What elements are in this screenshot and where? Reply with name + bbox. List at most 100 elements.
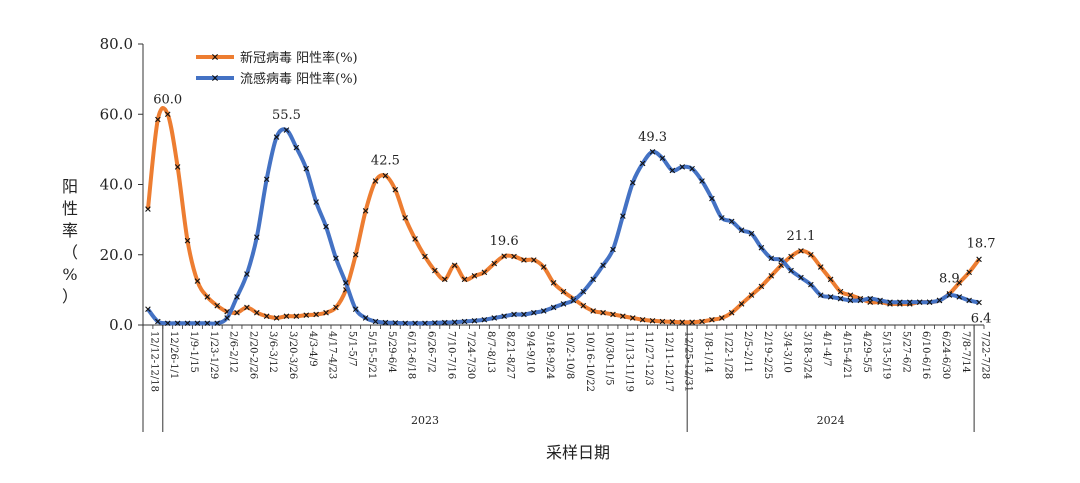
x-tick-label: 5/1-5/7 xyxy=(346,331,357,367)
data-point-marker xyxy=(184,237,191,244)
data-point-marker xyxy=(907,299,913,305)
x-tick-label: 5/27-6/2 xyxy=(900,331,911,373)
data-point-marker xyxy=(362,315,369,321)
data-point-marker xyxy=(570,297,577,304)
data-point-marker xyxy=(679,319,686,325)
data-point-marker xyxy=(768,273,775,279)
x-tick-label: 7/8-7/14 xyxy=(960,331,971,373)
data-point-marker xyxy=(689,319,695,325)
data-point-marker xyxy=(184,320,191,327)
data-point-marker xyxy=(748,292,755,298)
data-point-marker xyxy=(531,257,537,263)
x-axis-label: 采样日期 xyxy=(546,443,610,462)
data-point-marker xyxy=(432,320,438,326)
data-point-marker xyxy=(976,299,982,306)
y-tick-label: 20.0 xyxy=(100,246,133,264)
data-point-marker xyxy=(293,313,300,320)
x-tick-label: 3/6-3/12 xyxy=(267,331,278,373)
data-point-marker xyxy=(719,315,725,321)
data-point-marker xyxy=(966,297,972,304)
data-point-marker xyxy=(372,318,379,325)
data-point-marker xyxy=(244,304,250,311)
data-point-marker xyxy=(798,248,804,254)
data-point-marker xyxy=(313,199,319,205)
data-point-marker xyxy=(263,313,270,320)
x-tick-label: 10/30-11/5 xyxy=(604,331,615,386)
data-point-marker xyxy=(224,315,230,321)
data-point-marker xyxy=(204,320,211,327)
data-point-marker xyxy=(600,262,606,269)
x-tick-label: 11/27-12/3 xyxy=(643,331,654,386)
x-tick-label: 12/25-12/31 xyxy=(683,331,694,392)
data-point-marker xyxy=(155,116,161,123)
x-tick-label: 9/18-9/24 xyxy=(544,331,555,379)
data-point-marker xyxy=(798,274,804,281)
data-point-marker xyxy=(362,208,369,214)
data-point-marker xyxy=(273,134,280,140)
data-point-marker xyxy=(620,313,626,320)
x-tick-label: 4/15-4/21 xyxy=(841,331,852,379)
legend-marker xyxy=(212,54,218,60)
data-point-marker xyxy=(550,304,557,311)
data-point-marker xyxy=(521,257,527,263)
data-point-marker xyxy=(343,280,349,286)
series-lines xyxy=(145,105,982,327)
x-tick-label: 1/22-1/28 xyxy=(722,331,733,379)
data-point-marker xyxy=(788,253,794,260)
data-point-marker xyxy=(303,312,310,318)
data-point-marker xyxy=(471,317,478,324)
x-tick-label: 12/12-12/18 xyxy=(148,331,159,392)
x-tick-label: 4/1-4/7 xyxy=(821,331,832,367)
data-point-marker xyxy=(956,280,963,286)
data-point-marker xyxy=(531,309,537,316)
y-tick-label: 40.0 xyxy=(100,176,133,194)
data-point-marker xyxy=(580,288,587,295)
x-tick-label: 7/10-7/16 xyxy=(445,331,456,379)
data-point-marker xyxy=(352,306,359,312)
data-point-marker xyxy=(916,299,923,305)
data-label: 49.3 xyxy=(638,130,667,145)
data-label: 18.7 xyxy=(967,236,996,251)
data-point-marker xyxy=(847,292,854,298)
data-point-marker xyxy=(540,308,547,314)
x-tick-label: 8/21-8/27 xyxy=(505,331,516,379)
y-axis-label-text: 阳性率（%） xyxy=(62,177,78,306)
data-point-marker xyxy=(491,260,498,267)
legend-label-1: 流感病毒 阳性率(%) xyxy=(240,71,358,87)
data-point-marker xyxy=(847,297,854,304)
data-point-marker xyxy=(946,292,953,298)
data-point-marker xyxy=(600,309,606,316)
data-point-marker xyxy=(392,320,399,326)
data-point-marker xyxy=(323,309,329,316)
x-tick-label: 9/4-9/10 xyxy=(524,331,535,373)
data-label: 8.9 xyxy=(939,272,960,287)
data-label: 60.0 xyxy=(153,92,182,107)
data-point-marker xyxy=(837,288,844,295)
x-tick-label: 8/7-8/13 xyxy=(485,331,496,373)
year-label: 2024 xyxy=(817,414,845,427)
x-tick-label: 12/26-1/1 xyxy=(168,331,179,379)
x-tick-label: 3/20-3/26 xyxy=(287,331,298,379)
data-point-marker xyxy=(728,309,735,316)
y-tick-label: 80.0 xyxy=(100,35,133,53)
data-point-marker xyxy=(263,176,270,183)
data-point-marker xyxy=(768,255,775,262)
data-point-marker xyxy=(382,319,389,326)
data-point-marker xyxy=(491,315,498,321)
data-point-marker xyxy=(669,319,676,325)
data-point-marker xyxy=(194,320,201,327)
data-point-marker xyxy=(451,319,458,325)
data-point-marker xyxy=(976,256,982,263)
x-tick-label: 10/16-10/22 xyxy=(584,331,595,392)
data-point-marker xyxy=(422,320,428,327)
data-point-marker xyxy=(323,223,329,230)
data-point-marker xyxy=(610,311,616,318)
data-point-marker xyxy=(194,278,201,284)
year-labels: 2023 2024 xyxy=(142,325,975,432)
data-point-marker xyxy=(382,172,389,179)
data-point-marker xyxy=(253,309,260,316)
data-point-marker xyxy=(867,295,874,302)
data-point-marker xyxy=(639,316,646,323)
data-point-marker xyxy=(837,295,844,302)
